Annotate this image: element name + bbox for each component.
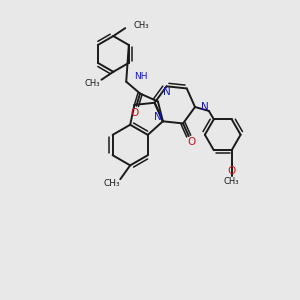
Text: O: O	[188, 137, 196, 147]
Text: O: O	[228, 166, 236, 176]
Text: NH: NH	[134, 72, 148, 81]
Text: N: N	[163, 87, 170, 97]
Text: CH₃: CH₃	[133, 21, 148, 30]
Text: O: O	[130, 107, 139, 118]
Text: CH₃: CH₃	[224, 177, 239, 186]
Text: N: N	[201, 102, 209, 112]
Text: N: N	[154, 112, 162, 122]
Text: CH₃: CH₃	[85, 79, 100, 88]
Text: CH₃: CH₃	[103, 179, 120, 188]
